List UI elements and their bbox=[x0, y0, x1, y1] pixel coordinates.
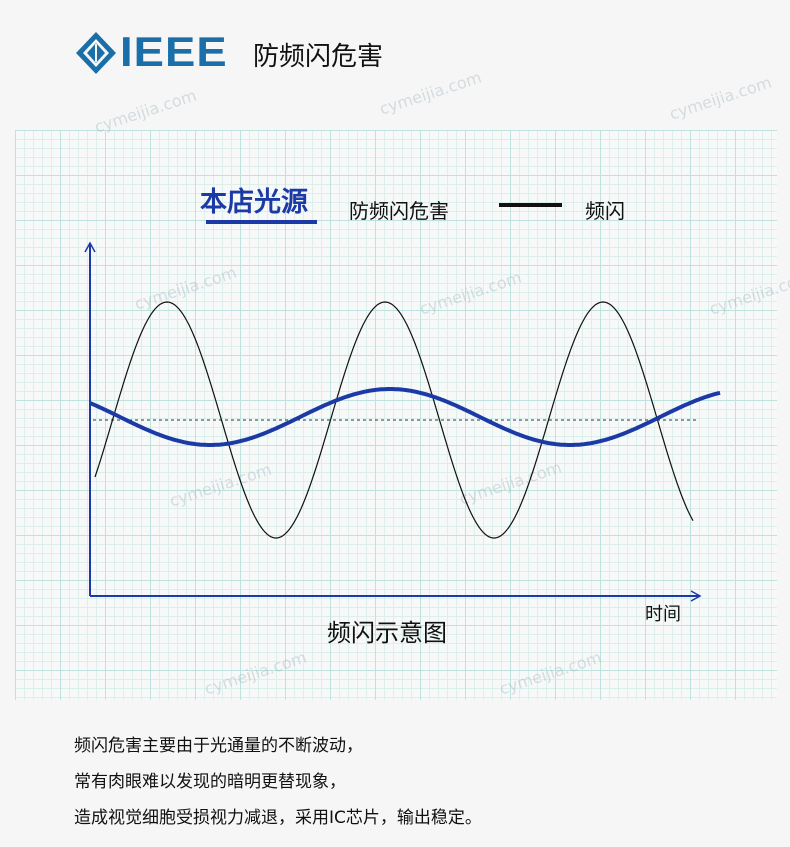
x-axis-label: 时间 bbox=[645, 604, 681, 625]
description-line: 频闪危害主要由于光通量的不断波动， bbox=[74, 736, 363, 756]
legend-our-light: 本店光源 bbox=[200, 187, 308, 218]
grid-background bbox=[15, 130, 777, 700]
our-light-wave bbox=[89, 387, 721, 447]
description-line: 常有肉眼难以发现的暗明更替现象， bbox=[74, 772, 346, 792]
diagram-caption: 频闪示意图 bbox=[327, 619, 447, 647]
logo-text: IEEE bbox=[120, 28, 228, 75]
description-line: 造成视觉细胞受损视力减退，采用IC芯片，输出稳定。 bbox=[74, 808, 482, 828]
ieee-logo-icon bbox=[76, 32, 116, 74]
header-title: 防频闪危害 bbox=[253, 42, 384, 72]
legend-flicker-swatch bbox=[499, 203, 562, 207]
legend-flicker-label: 频闪 bbox=[585, 199, 625, 223]
legend-our-light-swatch bbox=[206, 220, 317, 224]
legend-our-light-desc: 防频闪危害 bbox=[349, 199, 449, 223]
flicker-wave bbox=[94, 301, 694, 539]
